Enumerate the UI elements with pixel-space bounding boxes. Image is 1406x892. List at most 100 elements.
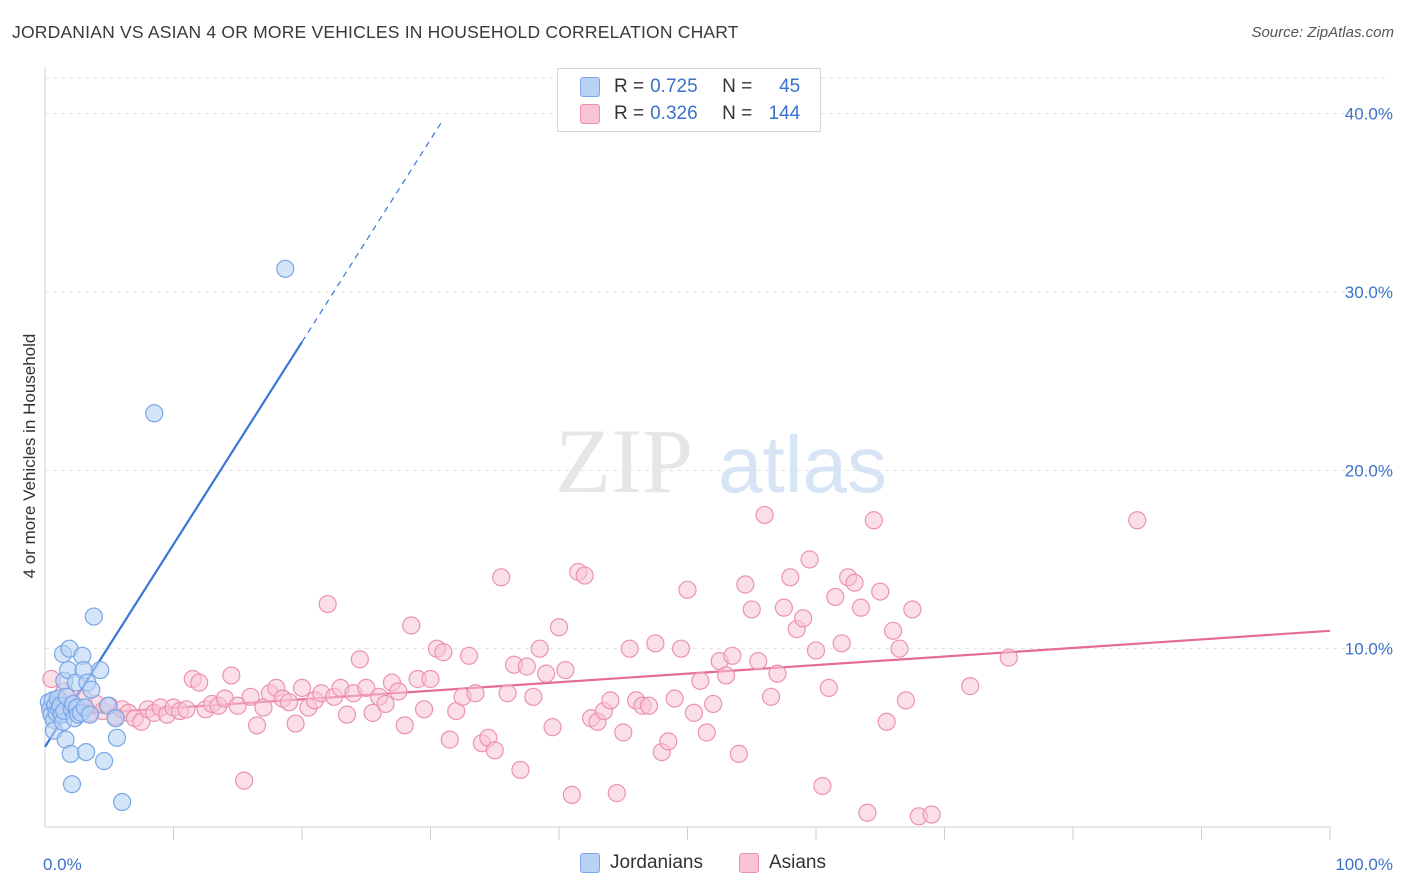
- asian-point: [530, 639, 549, 658]
- asian-point: [922, 805, 941, 824]
- source-label: Source: ZipAtlas.com: [1251, 24, 1394, 41]
- jordanian-point: [276, 259, 295, 278]
- asian-point: [292, 678, 312, 698]
- asian-point: [350, 650, 369, 669]
- asian-point: [466, 684, 485, 703]
- jordanian-point: [91, 660, 110, 680]
- asian-point: [813, 776, 832, 796]
- asian-point: [639, 696, 659, 715]
- asian-point: [755, 505, 774, 525]
- asian-point: [228, 696, 247, 715]
- asian-point: [537, 664, 556, 683]
- asian-point: [459, 646, 479, 665]
- legend-item-asians[interactable]: Asians: [738, 852, 826, 874]
- asian-point: [961, 677, 980, 696]
- asian-point: [575, 566, 594, 585]
- asian-point: [845, 573, 864, 592]
- asian-point: [999, 648, 1018, 667]
- asian-point: [498, 684, 517, 703]
- y-tick-label: 40.0%: [1345, 105, 1393, 124]
- asian-point: [903, 600, 922, 619]
- asian-point: [671, 639, 691, 658]
- y-tick-label: 20.0%: [1345, 461, 1393, 480]
- asian-point: [402, 616, 421, 635]
- asian-point: [607, 784, 626, 803]
- asian-point: [337, 705, 357, 724]
- asian-point: [716, 666, 736, 685]
- legend-swatch-blue: [580, 853, 600, 873]
- asian-point: [601, 691, 620, 710]
- asian-point: [177, 700, 196, 719]
- legend-item-jordanians[interactable]: Jordanians: [580, 852, 703, 874]
- asian-point: [826, 587, 845, 607]
- asian-point: [665, 689, 684, 708]
- jordanian-point: [62, 775, 82, 794]
- asian-point: [890, 639, 909, 658]
- grid-lines: [45, 77, 1390, 650]
- asian-point: [414, 700, 434, 719]
- jordanian-point: [107, 728, 127, 747]
- jordanians-points: [39, 259, 295, 812]
- legend-row-jordanians: R = 0.725 N = 45: [580, 75, 800, 99]
- asian-point: [819, 678, 838, 698]
- asian-point: [697, 723, 716, 742]
- legend-row-asians: R = 0.326 N = 144: [580, 102, 800, 126]
- x-tick-label: 0.0%: [43, 855, 82, 874]
- asian-point: [549, 618, 569, 637]
- asians-points: [42, 505, 1147, 826]
- asian-point: [363, 703, 382, 722]
- asian-point: [858, 803, 877, 822]
- asian-point: [222, 666, 241, 685]
- asian-point: [235, 771, 254, 790]
- asian-point: [704, 694, 723, 714]
- y-tick-label: 10.0%: [1345, 640, 1393, 659]
- asian-point: [434, 643, 453, 662]
- legend-n-label: N =: [722, 76, 753, 97]
- asian-point: [781, 568, 800, 587]
- asian-point: [883, 621, 903, 640]
- jordanians-trend-extension: [301, 118, 444, 343]
- asian-point: [761, 687, 781, 706]
- asian-point: [806, 641, 826, 660]
- asian-point: [742, 600, 761, 619]
- asian-point: [190, 673, 209, 692]
- asian-point: [864, 511, 883, 530]
- series-legend: Jordanians Asians: [0, 852, 1406, 874]
- legend-swatch-blue: [580, 77, 600, 97]
- asian-point: [678, 580, 697, 599]
- jordanian-point: [106, 709, 125, 728]
- asian-point: [851, 598, 871, 617]
- legend-swatch-pink: [580, 104, 600, 124]
- x-tick-label: 100.0%: [1335, 855, 1393, 874]
- jordanian-point: [61, 744, 80, 763]
- asian-point: [896, 691, 916, 710]
- legend-r-value: 0.725: [650, 76, 698, 97]
- asian-point: [440, 730, 459, 749]
- asian-point: [524, 687, 543, 706]
- asian-point: [357, 678, 376, 698]
- asian-point: [832, 634, 851, 653]
- asian-point: [492, 568, 511, 587]
- jordanian-point: [80, 705, 100, 724]
- asian-point: [729, 744, 749, 763]
- jordanian-point: [77, 742, 96, 762]
- watermark-atlas: atlas: [718, 420, 887, 509]
- asian-point: [800, 550, 819, 569]
- asian-point: [877, 712, 896, 731]
- asian-point: [511, 760, 530, 780]
- asian-point: [684, 703, 704, 722]
- asian-point: [768, 664, 787, 683]
- legend-r-label: R =: [614, 103, 645, 124]
- asian-point: [389, 682, 408, 701]
- chart-title: JORDANIAN VS ASIAN 4 OR MORE VEHICLES IN…: [12, 22, 739, 42]
- asian-point: [723, 646, 742, 665]
- watermark-zip: ZIP: [555, 410, 693, 512]
- legend-r-value: 0.326: [650, 103, 698, 124]
- legend-r-label: R =: [614, 76, 645, 97]
- watermark: ZIP atlas: [555, 410, 887, 512]
- jordanian-point: [112, 792, 132, 812]
- y-tick-label: 30.0%: [1345, 283, 1393, 302]
- legend-n-value: 45: [779, 76, 801, 97]
- asian-point: [395, 716, 414, 735]
